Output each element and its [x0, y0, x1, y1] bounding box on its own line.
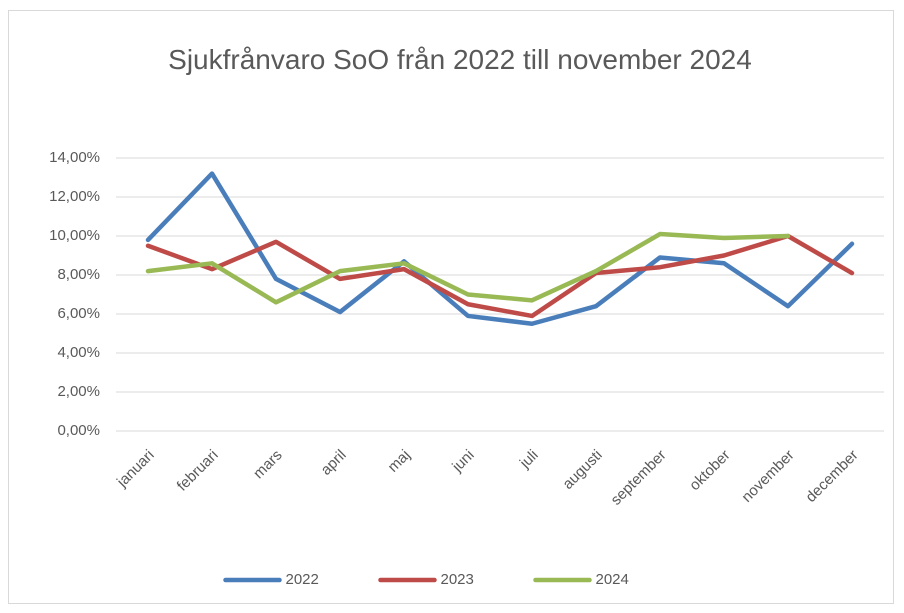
series-line: [145, 231, 791, 305]
chart-frame: [8, 10, 894, 604]
x-tick-label: november: [738, 447, 797, 506]
y-tick-label: 10,00%: [49, 227, 100, 244]
x-tick-label: december: [802, 447, 861, 506]
chart-title: Sjukfrånvaro SoO från 2022 till november…: [168, 44, 752, 75]
x-tick-label: maj: [385, 447, 414, 476]
series-line: [145, 233, 855, 319]
legend-label: 2024: [596, 571, 629, 588]
x-tick-label: oktober: [686, 447, 733, 494]
y-tick-label: 6,00%: [57, 305, 100, 322]
x-tick-label: februari: [174, 447, 222, 495]
y-tick-label: 4,00%: [57, 344, 100, 361]
x-tick-label: september: [607, 447, 669, 509]
x-tick-label: juli: [516, 447, 542, 473]
x-tick-label: april: [318, 447, 350, 479]
y-tick-label: 8,00%: [57, 266, 100, 283]
y-tick-label: 2,00%: [57, 383, 100, 400]
x-tick-label: augusti: [559, 447, 605, 493]
y-tick-label: 14,00%: [49, 149, 100, 166]
y-tick-label: 0,00%: [57, 422, 100, 439]
legend-label: 2023: [441, 571, 474, 588]
y-tick-label: 12,00%: [49, 188, 100, 205]
x-tick-label: mars: [250, 447, 286, 483]
series-line: [145, 171, 855, 326]
x-tick-label: juni: [448, 447, 477, 476]
legend-label: 2022: [286, 571, 319, 588]
x-tick-label: januari: [113, 447, 158, 492]
